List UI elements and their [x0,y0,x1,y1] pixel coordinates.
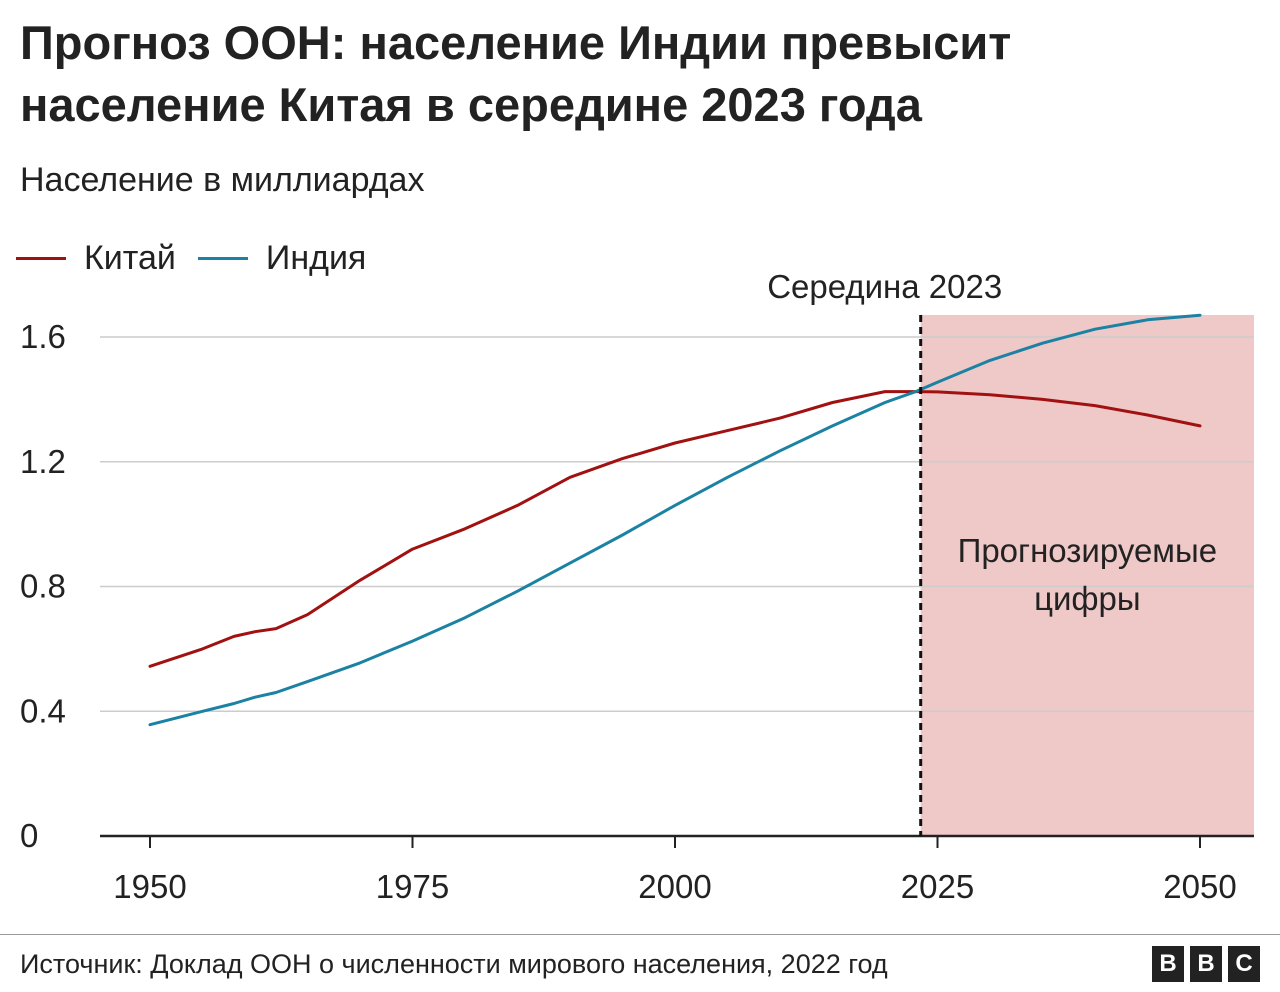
series-line-india [148,313,1202,727]
mid-2023-label: Середина 2023 [767,268,1002,305]
line-chart: 0 0.4 0.8 1.2 1.6 1950 1975 2000 2025 2050 Середин… [20,268,1254,905]
bbc-logo: B B C [1146,946,1260,982]
forecast-region [920,315,1254,836]
y-tick-label: 0.8 [20,568,66,605]
legend-label-india: Индия [265,238,367,277]
bbc-logo-letter: B [1152,946,1184,982]
legend-item-india: Индия [197,238,367,278]
bbc-logo-letter: B [1190,946,1222,982]
y-tick-label: 0 [20,817,38,854]
y-tick-label: 1.6 [20,318,66,355]
legend-swatch-china [16,256,66,260]
y-tick-label: 1.2 [20,443,66,480]
forecast-label: Прогнозируемые [958,532,1217,569]
series-line-china [148,390,1202,668]
forecast-label: цифры [1034,580,1141,617]
x-tick-label: 2000 [638,868,711,905]
chart-subtitle: Население в миллиардах [20,161,425,199]
source-note: Источник: Доклад ООН о численности миров… [20,949,888,979]
x-tick-label: 1975 [376,868,449,905]
x-tick-label: 2050 [1163,868,1236,905]
footer-divider [0,934,1280,935]
bbc-logo-letter: C [1228,946,1260,982]
y-tick-label: 0.4 [20,692,66,729]
legend-swatch-india [197,256,248,260]
x-tick-label: 1950 [113,868,186,905]
legend-label-china: Китай [84,238,176,277]
legend-item-china: Китай [16,239,176,278]
legend: Китай Индия [16,236,388,280]
chart-title: Прогноз ООН: население Индии превысит на… [20,16,1012,131]
x-tick-label: 2025 [901,868,974,905]
